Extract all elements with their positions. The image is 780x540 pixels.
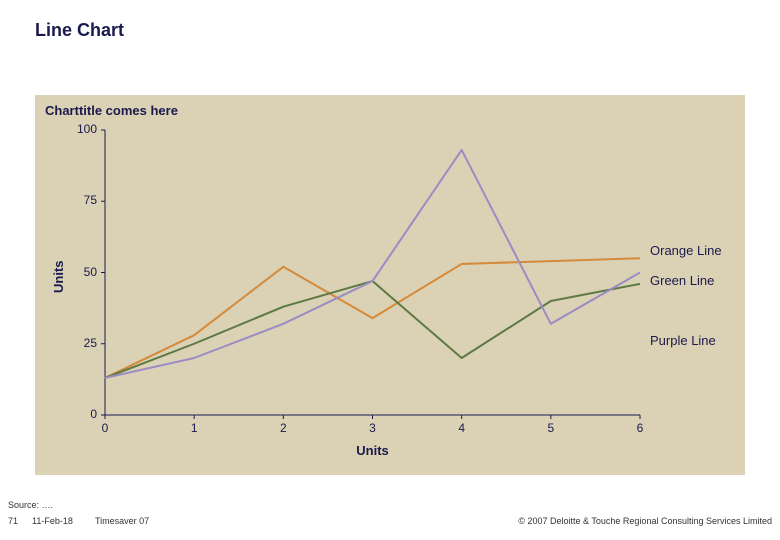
slide: Line Chart Charttitle comes here 0255075… [0,0,780,540]
y-tick-label: 75 [63,193,97,207]
footer-source: Source: …. [8,500,53,510]
x-axis-label: Units [348,443,398,458]
legend-item: Purple Line [650,333,716,348]
footer-project: Timesaver 07 [95,516,149,526]
y-tick-label: 50 [63,265,97,279]
x-tick-label: 3 [363,421,383,435]
footer-copyright: © 2007 Deloitte & Touche Regional Consul… [518,516,772,526]
y-tick-label: 100 [63,122,97,136]
page-title: Line Chart [35,20,124,41]
footer-page-number: 71 [8,516,18,526]
chart-title: Charttitle comes here [45,103,178,118]
line-chart: Charttitle comes here 0 25 50 75 100 0 1 2 3 4 5 6 U… [35,95,745,475]
footer-date: 11-Feb-18 [32,516,73,526]
y-tick-label: 25 [63,336,97,350]
legend-item: Green Line [650,273,714,288]
chart-svg [35,95,745,475]
x-tick-label: 4 [452,421,472,435]
x-tick-label: 0 [95,421,115,435]
x-tick-label: 6 [630,421,650,435]
y-tick-label: 0 [63,407,97,421]
x-tick-label: 2 [273,421,293,435]
x-tick-label: 1 [184,421,204,435]
slide-footer: Source: …. 71 11-Feb-18 Timesaver 07 © 2… [0,500,780,534]
legend-item: Orange Line [650,243,722,258]
x-tick-label: 5 [541,421,561,435]
y-axis-label: Units [51,260,66,293]
